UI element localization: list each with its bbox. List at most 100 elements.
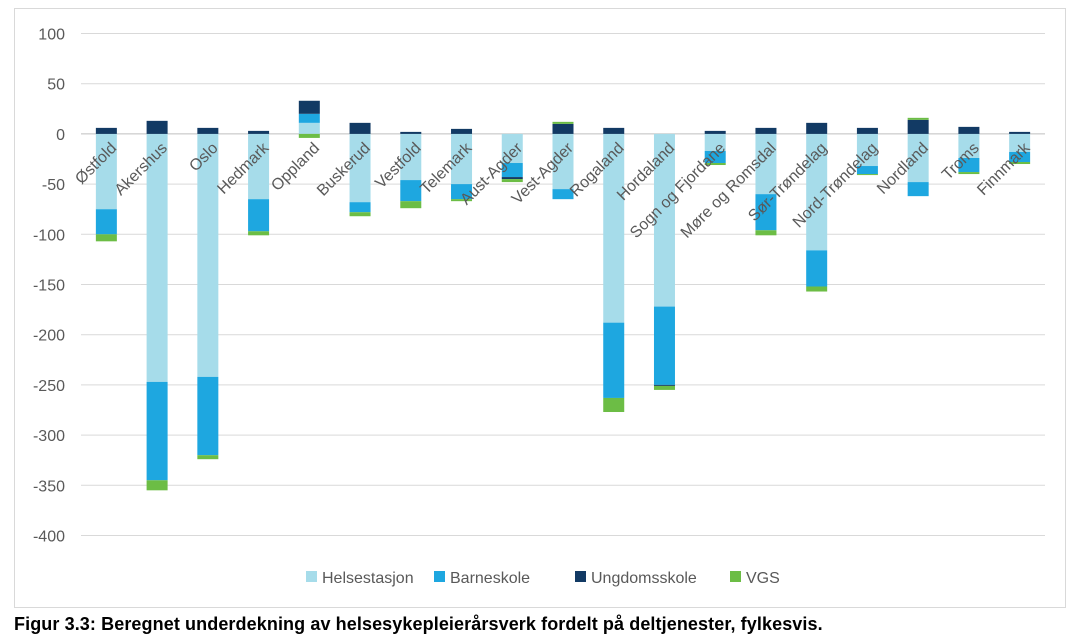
bar-segment [400, 131, 422, 134]
bar-segment [146, 120, 168, 134]
y-tick-label: 0 [56, 127, 65, 144]
legend-swatch [306, 571, 317, 582]
bar-segment [95, 209, 117, 235]
bar-segment [907, 133, 929, 183]
bar-segment [907, 119, 929, 134]
bar-segment [755, 230, 777, 236]
bar-segment [856, 127, 878, 134]
stacked-bar-chart: 100500-50-100-150-200-250-300-350-400Øst… [33, 27, 1045, 587]
bar-segment [400, 201, 422, 209]
bar-segment [552, 121, 574, 124]
bar-segment [298, 133, 320, 138]
bar-segment [298, 122, 320, 134]
bar-segment [653, 384, 675, 386]
bar-segment [907, 117, 929, 120]
y-tick-label: -200 [33, 328, 65, 345]
bar-segment [349, 212, 371, 217]
bar-segment [856, 166, 878, 175]
y-tick-label: -400 [33, 529, 65, 546]
x-tick-label: Sogn og Fjordane [627, 140, 729, 242]
bar-segment [95, 234, 117, 242]
bar-segment [806, 286, 828, 292]
bar-segment [451, 199, 473, 202]
bar-segment [501, 133, 523, 164]
bar-segment [349, 202, 371, 213]
y-tick-label: -350 [33, 478, 65, 495]
bar-segment [146, 480, 168, 491]
bar-segment [603, 322, 625, 398]
bar-segment [755, 194, 777, 231]
bar-segment [298, 113, 320, 123]
bar-segment [501, 177, 523, 180]
bar-segment [755, 133, 777, 195]
bar-segment [603, 133, 625, 323]
bar-segment [704, 163, 726, 166]
y-tick-label: 50 [47, 77, 65, 94]
y-tick-label: -300 [33, 428, 65, 445]
bar-segment [755, 127, 777, 134]
bar-segment [806, 250, 828, 287]
bar-segment [653, 133, 675, 307]
bar-segment [907, 182, 929, 197]
bar-segment [248, 133, 270, 200]
y-tick-label: 100 [38, 27, 65, 44]
bar-segment [806, 122, 828, 134]
bar-segment [704, 150, 726, 164]
bar-segment [653, 385, 675, 390]
bar-segment [1009, 162, 1031, 165]
bar-segment [248, 130, 270, 134]
bar-segment [856, 133, 878, 167]
bar-segment [1009, 133, 1031, 152]
bar-segment [349, 122, 371, 134]
bar-segment [552, 133, 574, 190]
bar-segment [704, 133, 726, 151]
bar-segment [1009, 131, 1031, 134]
legend-swatch [434, 571, 445, 582]
legend-label: Barneskole [450, 570, 530, 587]
bar-segment [95, 127, 117, 134]
bar-segment [958, 126, 980, 134]
bar-segment [197, 455, 219, 460]
bar-segment [704, 130, 726, 134]
legend-label: VGS [746, 570, 780, 587]
legend-label: Helsestasjon [322, 570, 414, 587]
bar-segment [248, 231, 270, 236]
bar-segment [958, 172, 980, 175]
bar-segment [958, 157, 980, 173]
bar-segment [248, 199, 270, 232]
y-tick-label: -250 [33, 378, 65, 395]
chart-frame: 100 50 0 -50 -100 -150 -200 -250 -300 -350 -400 Øst… [14, 8, 1066, 608]
y-tick-label: -50 [42, 177, 65, 194]
bar-segment [806, 133, 828, 251]
bar-segment [552, 123, 574, 134]
bar-segment [501, 163, 523, 178]
bar-segment [197, 376, 219, 456]
x-tick-label: Finnmark [974, 139, 1034, 199]
bar-segment [400, 133, 422, 181]
figure-caption: Figur 3.3: Beregnet underdekning av hels… [14, 614, 823, 634]
bar-segment [451, 128, 473, 134]
bar-segment [298, 100, 320, 114]
y-tick-label: -100 [33, 227, 65, 244]
bar-segment [197, 133, 219, 377]
bar-segment [552, 189, 574, 200]
y-tick-label: -150 [33, 278, 65, 295]
bar-segment [653, 306, 675, 385]
legend-swatch [575, 571, 586, 582]
bar-segment [197, 127, 219, 134]
bar-segment [603, 397, 625, 413]
bar-segment [400, 180, 422, 202]
bar-segment [146, 381, 168, 481]
bar-segment [349, 133, 371, 203]
bar-segment [501, 179, 523, 183]
bar-segment [95, 133, 117, 210]
bar-segment [958, 133, 980, 158]
bar-segment [451, 133, 473, 185]
bar-segment [451, 184, 473, 200]
bar-segment [856, 174, 878, 176]
legend-swatch [730, 571, 741, 582]
bar-segment [603, 127, 625, 134]
legend-label: Ungdomsskole [591, 570, 697, 587]
bar-segment [1009, 151, 1031, 163]
bar-segment [146, 133, 168, 382]
